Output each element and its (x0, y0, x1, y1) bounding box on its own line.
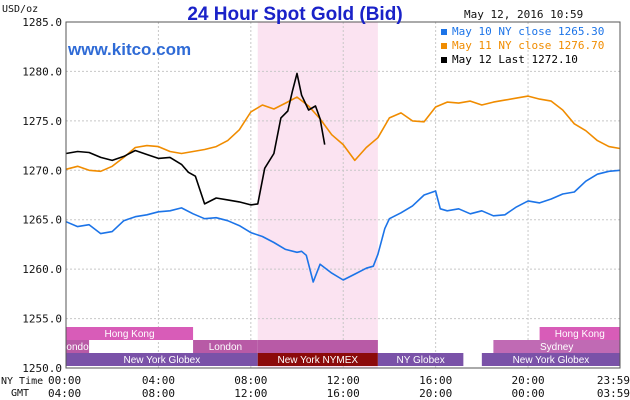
y-tick-label: 1270.0 (22, 164, 62, 177)
site-link[interactable]: www.kitco.com (67, 40, 191, 59)
market-session-bar (193, 340, 258, 353)
market-session-label: Hong Kong (105, 329, 155, 340)
market-session-label: Hong Kong (555, 329, 605, 340)
market-session-label: NY Globex (397, 355, 445, 366)
market-session-bars: Hong Kong Hong Kong London London Sydney New … (61, 327, 620, 366)
x-tick-label-ny: 08:00 (234, 374, 267, 387)
market-session-bar (539, 327, 620, 340)
y-tick-label: 1265.0 (22, 214, 62, 227)
x-tick-label-gmt: 12:00 (234, 387, 267, 400)
axes: 1285.0 1280.0 1275.0 1270.0 1265.0 1260.0 1255… (22, 16, 630, 400)
market-session-label: New York Globex (124, 355, 201, 366)
y-tick-label: 1285.0 (22, 16, 62, 29)
series-line-0 (65, 169, 621, 283)
market-session-bar (257, 340, 378, 353)
chart-title: 24 Hour Spot Gold (Bid) (187, 4, 402, 25)
x-tick-label-ny: 04:00 (142, 374, 175, 387)
market-session-label: New York Globex (513, 355, 590, 366)
x-tick-label-ny: 16:00 (419, 374, 452, 387)
y-tick-label: 1255.0 (22, 313, 62, 326)
chart-grid (66, 22, 620, 368)
y-tick-label: 1260.0 (22, 263, 62, 276)
x-tick-label-gmt: 16:00 (327, 387, 360, 400)
x-tick-label-gmt: 00:00 (511, 387, 544, 400)
x-tick-label-ny: 20:00 (511, 374, 544, 387)
y-axis-label: USD/oz (2, 4, 38, 15)
market-session-bar (66, 327, 194, 340)
ny-time-row-label: NY Time (1, 376, 43, 387)
x-tick-label-ny: 23:59 (597, 374, 630, 387)
plot-frame (65, 21, 621, 369)
legend-label: May 10 NY close 1265.30 (452, 25, 604, 38)
series-line-1 (65, 95, 621, 173)
gmt-row-label: GMT (11, 388, 29, 399)
market-session-label: New York NYMEX (278, 355, 359, 366)
nymex-highlight-band (257, 22, 378, 368)
market-session-bar (493, 340, 620, 353)
x-tick-label-gmt: 20:00 (419, 387, 452, 400)
legend-swatch (441, 43, 447, 49)
market-session-bar (257, 353, 378, 366)
legend-swatch (441, 57, 447, 63)
legend-label: May 11 NY close 1276.70 (452, 39, 604, 52)
legend-label: May 12 Last 1272.10 (452, 53, 578, 66)
x-tick-label-gmt: 08:00 (142, 387, 175, 400)
y-tick-label: 1275.0 (22, 115, 62, 128)
market-session-bar (377, 353, 464, 366)
x-tick-label-ny: 00:00 (48, 374, 81, 387)
market-session-label: Sydney (540, 342, 573, 353)
y-tick-label: 1280.0 (22, 65, 62, 78)
x-tick-label-gmt: 04:00 (48, 387, 81, 400)
x-tick-label-ny: 12:00 (327, 374, 360, 387)
timestamp: May 12, 2016 10:59 (464, 8, 583, 21)
x-tick-label-gmt: 03:59 (597, 387, 630, 400)
market-session-bar (66, 340, 90, 353)
nymex-session-highlight (257, 22, 378, 368)
y-tick-label: 1250.0 (22, 362, 62, 375)
price-lines (65, 72, 621, 283)
series-line-2 (65, 72, 326, 206)
legend-swatch (441, 29, 447, 35)
market-session-label: London (209, 342, 242, 353)
market-session-label: London (61, 342, 94, 353)
market-session-bar (481, 353, 620, 366)
market-session-bar (66, 353, 258, 366)
